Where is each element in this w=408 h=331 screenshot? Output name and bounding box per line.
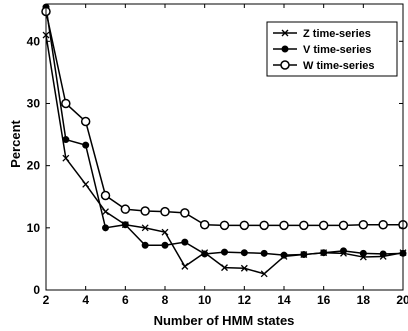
x-tick-label: 2 (43, 293, 50, 307)
y-tick-label: 40 (27, 34, 41, 48)
data-point (141, 241, 149, 249)
data-point (280, 251, 288, 259)
legend-item: V time-series (273, 44, 371, 56)
marker-stroke (82, 180, 90, 188)
data-point (62, 136, 70, 144)
x-tick-label: 4 (82, 293, 89, 307)
data-point (320, 249, 328, 257)
x-tick-label: 12 (238, 293, 252, 307)
axes-frame (45, 3, 404, 291)
x-tick-label: 16 (317, 293, 331, 307)
y-axis-label: Percent (8, 119, 23, 167)
legend-label: W time-series (303, 60, 375, 72)
data-point (102, 208, 109, 216)
axes: 2 4 6 8 10 12 14 16 18 20 0 10 20 30 40 (27, 3, 408, 307)
data-point (239, 220, 250, 231)
marker-stroke (221, 264, 228, 272)
data-point (240, 249, 248, 257)
marker-stroke (181, 262, 189, 270)
marker-stroke (62, 154, 70, 162)
data-point (140, 206, 150, 216)
legend-item: W time-series (273, 60, 375, 72)
data-point (221, 264, 228, 272)
x-tick-label: 10 (198, 293, 212, 307)
legend-label: Z time-series (303, 28, 371, 40)
data-point (82, 141, 90, 149)
marker-stroke (141, 224, 149, 232)
series-3 (41, 6, 408, 231)
data-point (62, 154, 70, 162)
marker-stroke (240, 264, 248, 272)
data-point (160, 206, 170, 217)
y-tick-label: 0 (33, 283, 40, 297)
data-point (181, 262, 189, 270)
data-point (199, 219, 210, 230)
marker-stroke (102, 208, 109, 216)
x-axis-label: Number of HMM states (154, 313, 295, 328)
data-point (340, 247, 347, 255)
legend-label: V time-series (303, 44, 371, 56)
x-tick-label: 14 (277, 293, 291, 307)
data-point (259, 220, 269, 231)
data-point (61, 98, 71, 109)
data-point (260, 249, 268, 257)
legend-marker (281, 45, 289, 53)
data-point (121, 221, 129, 229)
marker-stroke (161, 228, 169, 236)
data-point (338, 220, 349, 231)
data-point (299, 220, 309, 231)
marker-stroke (281, 29, 289, 37)
data-point (120, 204, 131, 214)
marker-stroke (260, 270, 268, 278)
x-tick-label: 20 (396, 293, 408, 307)
y-tick-label: 30 (27, 96, 41, 110)
data-point (379, 250, 387, 258)
y-tick-label: 20 (27, 159, 41, 173)
data-point (161, 228, 169, 236)
data-point (318, 220, 329, 231)
data-point (201, 250, 209, 258)
x-tick-label: 18 (357, 293, 371, 307)
plot-area (41, 3, 408, 278)
data-point (141, 224, 149, 232)
data-point (100, 190, 111, 201)
data-point (161, 241, 169, 249)
legend: Z time-series V time-series W time-series (266, 21, 398, 77)
data-point (260, 270, 268, 278)
data-point (221, 248, 228, 256)
data-point (378, 219, 388, 230)
series-2 (42, 3, 407, 259)
data-point (180, 208, 190, 218)
data-point (102, 224, 109, 232)
data-point (82, 180, 90, 188)
legend-marker (281, 29, 289, 37)
legend-marker (280, 60, 290, 70)
data-point (359, 249, 367, 257)
data-point (80, 116, 91, 127)
data-point (240, 264, 248, 272)
x-tick-label: 6 (122, 293, 129, 307)
x-tick-label: 8 (162, 293, 169, 307)
data-point (279, 220, 289, 231)
legend-item: Z time-series (273, 28, 371, 40)
y-tick-label: 10 (27, 221, 41, 235)
data-point (300, 251, 308, 259)
data-point (219, 220, 230, 231)
data-point (181, 238, 189, 246)
data-point (358, 219, 369, 230)
